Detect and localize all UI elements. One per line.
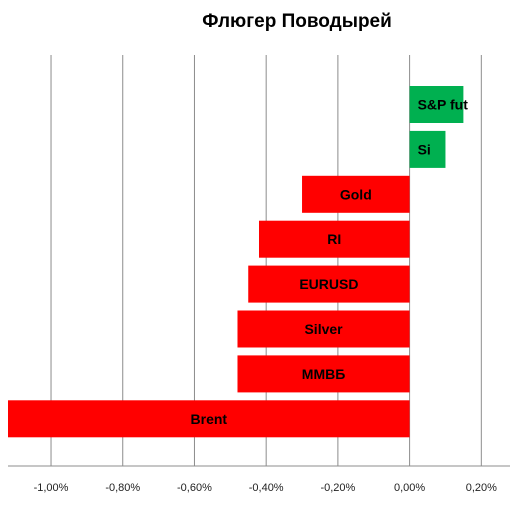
bar-label: Silver <box>304 321 343 337</box>
chart-title: Флюгер Поводырей <box>202 11 392 32</box>
bar <box>409 86 464 123</box>
x-tick-label: -0,60% <box>177 482 212 494</box>
bar-label: S&P fut <box>418 97 469 113</box>
bar <box>237 310 410 348</box>
x-axis-tick-labels: -1,00% -0,80% -0,60% -0,40% -0,20% 0,00% 0,20% <box>34 482 498 494</box>
bar-label: EURUSD <box>299 276 358 292</box>
bar-label: Si <box>418 141 431 157</box>
bar-label: RI <box>327 231 341 247</box>
bar <box>259 220 410 258</box>
bar-label: Gold <box>340 186 372 202</box>
bar <box>302 175 410 213</box>
x-tick-label: -0,20% <box>320 482 355 494</box>
gridlines <box>50 55 482 466</box>
x-tick-label: -1,00% <box>34 482 69 494</box>
bar <box>8 400 410 438</box>
x-tick-label: 0,00% <box>394 482 425 494</box>
bar-label: ММВБ <box>302 366 346 382</box>
bar <box>248 265 410 303</box>
x-tick-label: -0,80% <box>105 482 140 494</box>
bar <box>237 355 410 393</box>
bar <box>409 130 446 168</box>
x-tick-label: 0,20% <box>466 482 497 494</box>
bars: S&P fut Si Gold RI EURUSD Silver ММВБ Brent <box>8 86 469 438</box>
x-tick-label: -0,40% <box>249 482 284 494</box>
bar-label: Brent <box>191 411 228 427</box>
